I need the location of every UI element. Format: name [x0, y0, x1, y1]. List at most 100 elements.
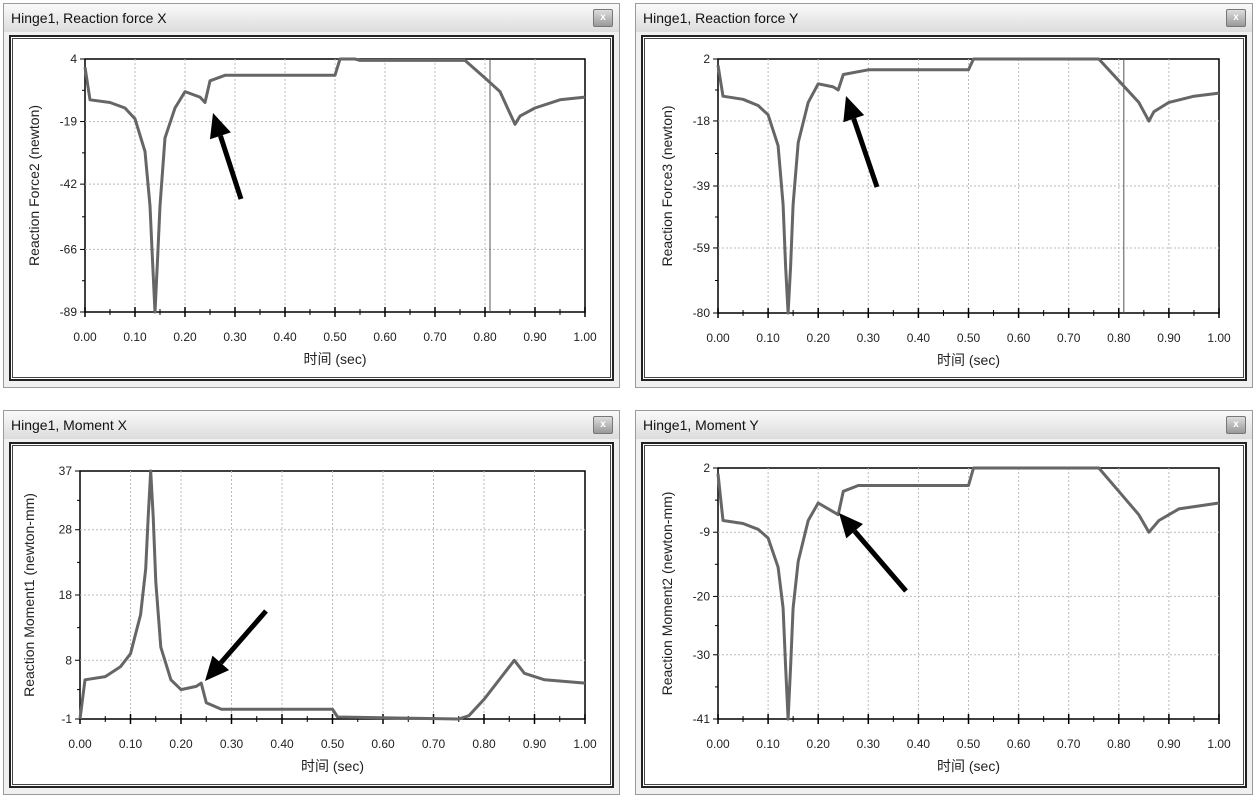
- annotation-arrow-shaft: [851, 117, 880, 188]
- x-tick-label: 0.80: [472, 737, 496, 751]
- y-tick-label: -19: [60, 115, 78, 129]
- x-tick-label: 0.60: [1007, 737, 1031, 751]
- y-axis-label: Reaction Moment2 (newton-mm): [659, 492, 675, 696]
- x-axis-label: 时间 (sec): [937, 352, 1000, 368]
- x-tick-label: 0.80: [1107, 737, 1131, 751]
- plot-area: [84, 58, 586, 313]
- y-tick-label: -42: [60, 177, 78, 191]
- close-button[interactable]: x: [593, 416, 613, 434]
- x-tick-label: 0.20: [173, 330, 197, 344]
- chart-svg: 0.00 0.10 0.20 0.30 0.40 0.50 0.60 0.70 0.80 0.90…: [21, 464, 597, 774]
- x-tick-label: 0.70: [1057, 331, 1081, 345]
- x-tick-label: 0.00: [706, 331, 730, 345]
- y-tick-label: -66: [60, 242, 78, 256]
- y-tick-label: -18: [693, 114, 711, 128]
- x-tick-label: 0.20: [169, 737, 193, 751]
- window-title: Hinge1, Reaction force X: [11, 10, 167, 26]
- x-tick-label: 0.60: [371, 737, 395, 751]
- series-line: [78, 469, 586, 721]
- y-axis-label: Reaction Moment1 (newton-mm): [21, 493, 37, 697]
- y-tick-label: -41: [693, 712, 711, 726]
- x-tick-label: 0.70: [422, 737, 446, 751]
- x-tick-label: 0.00: [68, 737, 92, 751]
- x-tick-label: 0.70: [1057, 737, 1081, 751]
- window-title: Hinge1, Reaction force Y: [643, 10, 799, 26]
- y-tick-label: 8: [65, 653, 72, 667]
- moment-x-window: Hinge1, Moment X x 0.00 0.10 0.20 0.30 0.40 0…: [3, 410, 620, 795]
- y-axis-label: Reaction Force2 (newton): [26, 105, 42, 266]
- series-line: [716, 57, 1220, 315]
- x-tick-label: 0.20: [807, 737, 831, 751]
- annotation-arrow-shaft: [218, 609, 268, 665]
- x-tick-label: 0.60: [1007, 331, 1031, 345]
- y-tick-label: 28: [59, 523, 73, 537]
- x-tick-label: 0.30: [220, 737, 244, 751]
- x-tick-label: 0.20: [807, 331, 831, 345]
- x-tick-label: 1.00: [573, 737, 597, 751]
- y-tick-label: 2: [703, 461, 710, 475]
- moment-y-window: Hinge1, Moment Y x 0.00 0.10 0.20 0.30 0.40 0…: [635, 410, 1253, 795]
- x-tick-label: 0.00: [706, 737, 730, 751]
- annotation-arrow-head: [205, 655, 230, 681]
- y-tick-label: 4: [70, 52, 77, 66]
- x-tick-label: 0.90: [1157, 331, 1181, 345]
- x-tick-label: 1.00: [1207, 737, 1231, 751]
- x-tick-label: 0.10: [756, 331, 780, 345]
- reaction-force-y-window: Hinge1, Reaction force Y x 0.00 0.10 0.20 0…: [635, 3, 1253, 388]
- x-axis-label: 时间 (sec): [304, 351, 367, 367]
- close-button[interactable]: x: [1226, 416, 1246, 434]
- series-line: [83, 57, 586, 314]
- title-bar[interactable]: Hinge1, Moment Y x: [636, 411, 1252, 439]
- x-tick-label: 0.30: [857, 331, 881, 345]
- title-bar[interactable]: Hinge1, Reaction force X x: [4, 4, 619, 32]
- y-tick-label: -39: [693, 179, 711, 193]
- x-tick-label: 0.40: [273, 330, 297, 344]
- annotation-arrow-shaft: [218, 135, 244, 200]
- reaction-force-x-window: Hinge1, Reaction force X x 0.00 0.10 0.20 0…: [3, 3, 620, 388]
- close-button[interactable]: x: [1226, 9, 1246, 27]
- x-tick-label: 0.60: [373, 330, 397, 344]
- y-tick-label: 2: [703, 52, 710, 66]
- title-bar[interactable]: Hinge1, Reaction force Y x: [636, 4, 1252, 32]
- x-tick-label: 0.80: [473, 330, 497, 344]
- x-axis-label: 时间 (sec): [301, 758, 364, 774]
- x-tick-label: 0.50: [321, 737, 345, 751]
- x-tick-label: 0.40: [907, 331, 931, 345]
- x-tick-label: 0.30: [857, 737, 881, 751]
- annotation-arrow-head: [839, 513, 863, 539]
- x-tick-label: 0.00: [73, 330, 97, 344]
- y-tick-label: -80: [693, 306, 711, 320]
- x-tick-label: 0.10: [756, 737, 780, 751]
- annotation-arrow-head: [843, 96, 865, 123]
- y-axis-label: Reaction Force3 (newton): [659, 105, 675, 266]
- x-tick-label: 0.90: [523, 737, 547, 751]
- y-tick-label: -30: [693, 648, 711, 662]
- x-tick-label: 0.90: [523, 330, 547, 344]
- annotation-arrow-head: [209, 113, 231, 140]
- x-tick-label: 0.50: [957, 331, 981, 345]
- chart-svg: 0.00 0.10 0.20 0.30 0.40 0.50 0.60 0.70 0.80 0.90…: [659, 52, 1231, 368]
- x-tick-label: 0.10: [123, 330, 147, 344]
- close-button[interactable]: x: [593, 9, 613, 27]
- y-tick-label: 18: [59, 588, 73, 602]
- series-line: [716, 466, 1220, 721]
- x-tick-label: 0.50: [323, 330, 347, 344]
- y-tick-label: -89: [60, 305, 78, 319]
- x-tick-label: 0.90: [1157, 737, 1181, 751]
- chart-svg: 0.00 0.10 0.20 0.30 0.40 0.50 0.60 0.70 0.80 0.90…: [26, 52, 597, 367]
- annotation-arrow-shaft: [852, 529, 908, 593]
- y-tick-label: -20: [693, 589, 711, 603]
- y-tick-label: -9: [699, 525, 710, 539]
- x-tick-label: 0.40: [270, 737, 294, 751]
- x-tick-label: 0.30: [223, 330, 247, 344]
- y-tick-label: -59: [693, 241, 711, 255]
- title-bar[interactable]: Hinge1, Moment X x: [4, 411, 619, 439]
- x-tick-label: 1.00: [573, 330, 597, 344]
- x-tick-label: 0.70: [423, 330, 447, 344]
- window-title: Hinge1, Moment Y: [643, 417, 759, 433]
- y-tick-label: -1: [61, 712, 72, 726]
- x-tick-label: 1.00: [1207, 331, 1231, 345]
- window-title: Hinge1, Moment X: [11, 417, 127, 433]
- x-tick-label: 0.40: [907, 737, 931, 751]
- x-tick-label: 0.10: [119, 737, 143, 751]
